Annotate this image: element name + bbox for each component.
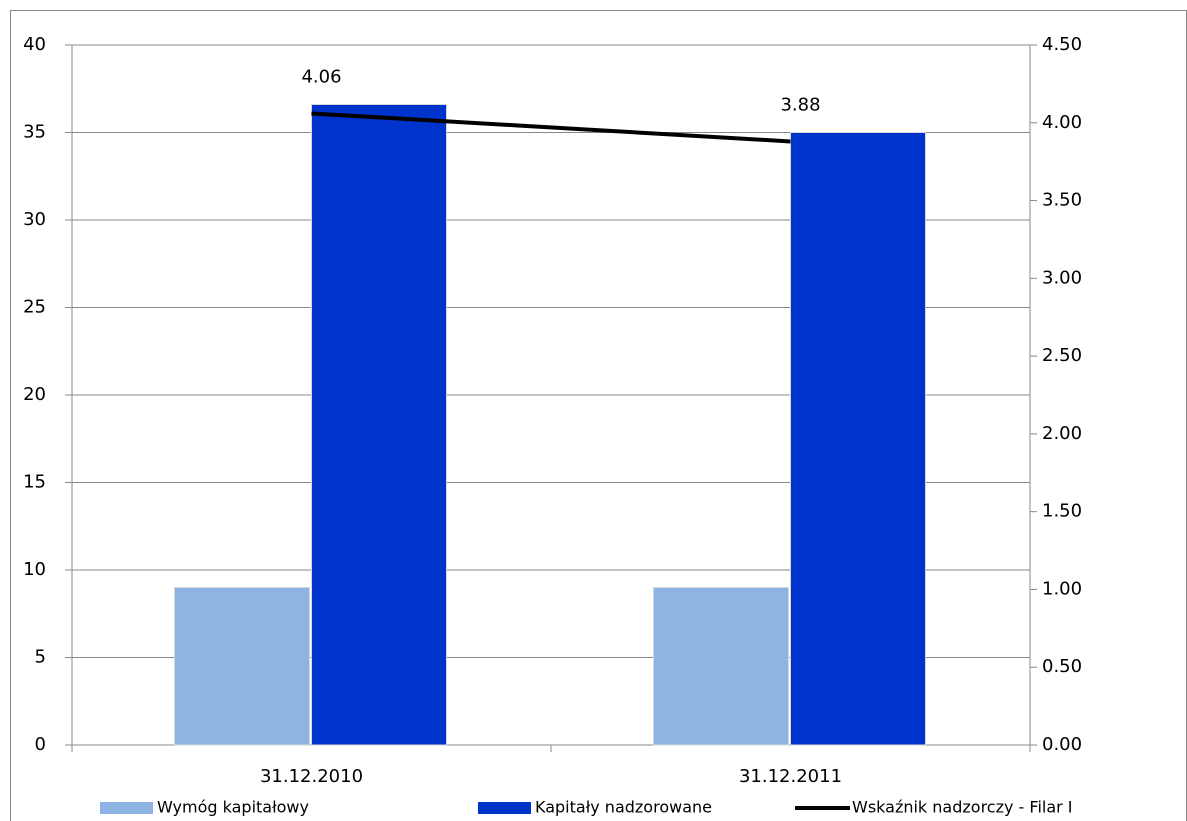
bar: [653, 587, 789, 746]
data-label: 4.06: [301, 66, 341, 87]
y2-tick-label: 0.50: [1042, 656, 1082, 677]
legend-label: Wymóg kapitałowy: [157, 798, 309, 817]
bar: [790, 132, 926, 746]
legend-swatch: [478, 802, 531, 814]
legend-swatch: [100, 802, 153, 814]
y2-tick-label: 4.00: [1042, 112, 1082, 133]
y-tick-label: 20: [23, 384, 46, 405]
y-tick-label: 30: [23, 209, 46, 230]
y2-tick-label: 3.50: [1042, 190, 1082, 211]
y-tick-label: 35: [23, 122, 46, 143]
legend-label: Kapitały nadzorowane: [535, 798, 712, 817]
y-tick-label: 0: [35, 734, 46, 755]
y2-tick-label: 2.50: [1042, 345, 1082, 366]
y-tick-label: 15: [23, 472, 46, 493]
bar: [174, 587, 310, 746]
y-tick-label: 10: [23, 559, 46, 580]
y-tick-label: 40: [23, 34, 46, 55]
y2-tick-label: 4.50: [1042, 34, 1082, 55]
y2-tick-label: 3.00: [1042, 267, 1082, 288]
y2-tick-label: 1.00: [1042, 578, 1082, 599]
x-tick-label: 31.12.2011: [739, 766, 842, 787]
y2-tick-label: 2.00: [1042, 423, 1082, 444]
legend-label: Wskaźnik nadzorczy - Filar I: [852, 798, 1073, 817]
y-tick-label: 5: [35, 647, 46, 668]
line-series: [311, 111, 791, 144]
data-label: 3.88: [780, 94, 820, 115]
x-tick-label: 31.12.2010: [260, 766, 363, 787]
bar: [311, 104, 447, 746]
y2-tick-label: 1.50: [1042, 501, 1082, 522]
y-tick-label: 25: [23, 297, 46, 318]
y2-tick-label: 0.00: [1042, 734, 1082, 755]
